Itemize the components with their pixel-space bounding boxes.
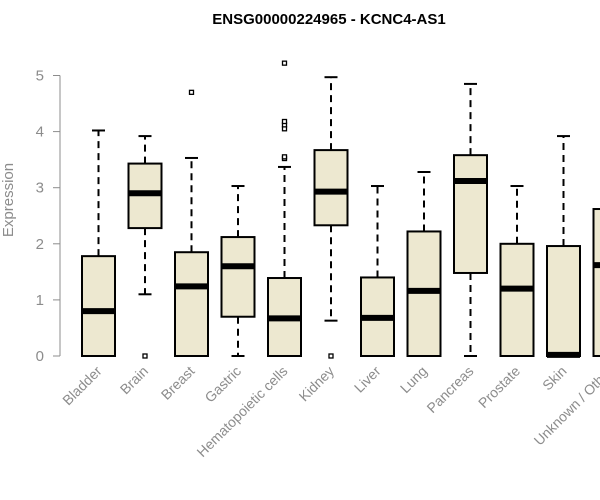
- box-pancreas: [453, 82, 488, 357]
- iqr-box: [546, 245, 581, 358]
- box-kidney: [313, 76, 349, 359]
- y-tick-label: 3: [36, 180, 44, 197]
- x-tick-label: Brain: [117, 363, 151, 397]
- y-axis: 0 1 2 3 4 5: [36, 68, 61, 365]
- box-gastric: [220, 185, 256, 357]
- chart-title: ENSG00000224965 - KCNC4-AS1: [212, 11, 445, 28]
- box-liver: [360, 185, 395, 357]
- x-tick-label: Skin: [539, 363, 570, 394]
- y-tick-label: 1: [36, 292, 44, 309]
- outlier-point: [142, 353, 148, 359]
- box-bladder: [81, 129, 116, 357]
- outlier-point: [188, 89, 195, 95]
- box-brain: [127, 135, 163, 359]
- x-tick-label: Bladder: [59, 363, 105, 409]
- iqr-box: [499, 242, 535, 357]
- x-tick-label: Gastric: [201, 363, 244, 406]
- box-hematopoietic-cells: [267, 60, 302, 357]
- y-tick-label: 4: [36, 124, 44, 141]
- iqr-box: [220, 236, 256, 318]
- y-tick-label: 5: [36, 68, 44, 85]
- iqr-box: [313, 149, 349, 227]
- x-tick-label: Hematopoietic cells: [193, 363, 290, 460]
- box-skin: [546, 135, 581, 358]
- outlier-point: [281, 118, 288, 125]
- x-tick-label: Pancreas: [423, 363, 476, 416]
- iqr-box: [453, 154, 488, 274]
- x-tick-label: Prostate: [475, 363, 523, 411]
- box-unknown-other: [592, 208, 600, 357]
- box-prostate: [499, 185, 535, 357]
- box-breast: [174, 89, 209, 357]
- box-series: [81, 60, 600, 359]
- outlier-point: [281, 154, 288, 160]
- iqr-box: [81, 255, 116, 357]
- y-axis-label: Expression: [0, 163, 17, 237]
- outlier-point: [328, 353, 334, 359]
- y-tick-label: 0: [36, 348, 44, 365]
- iqr-box: [592, 208, 600, 357]
- y-tick-label: 2: [36, 236, 44, 253]
- x-tick-label: Kidney: [296, 363, 338, 405]
- box-lung: [406, 170, 442, 357]
- x-tick-label: Breast: [158, 363, 198, 403]
- x-tick-label: Lung: [397, 363, 430, 396]
- outlier-point: [281, 60, 288, 66]
- x-tick-label: Liver: [351, 363, 384, 396]
- iqr-box: [174, 251, 209, 357]
